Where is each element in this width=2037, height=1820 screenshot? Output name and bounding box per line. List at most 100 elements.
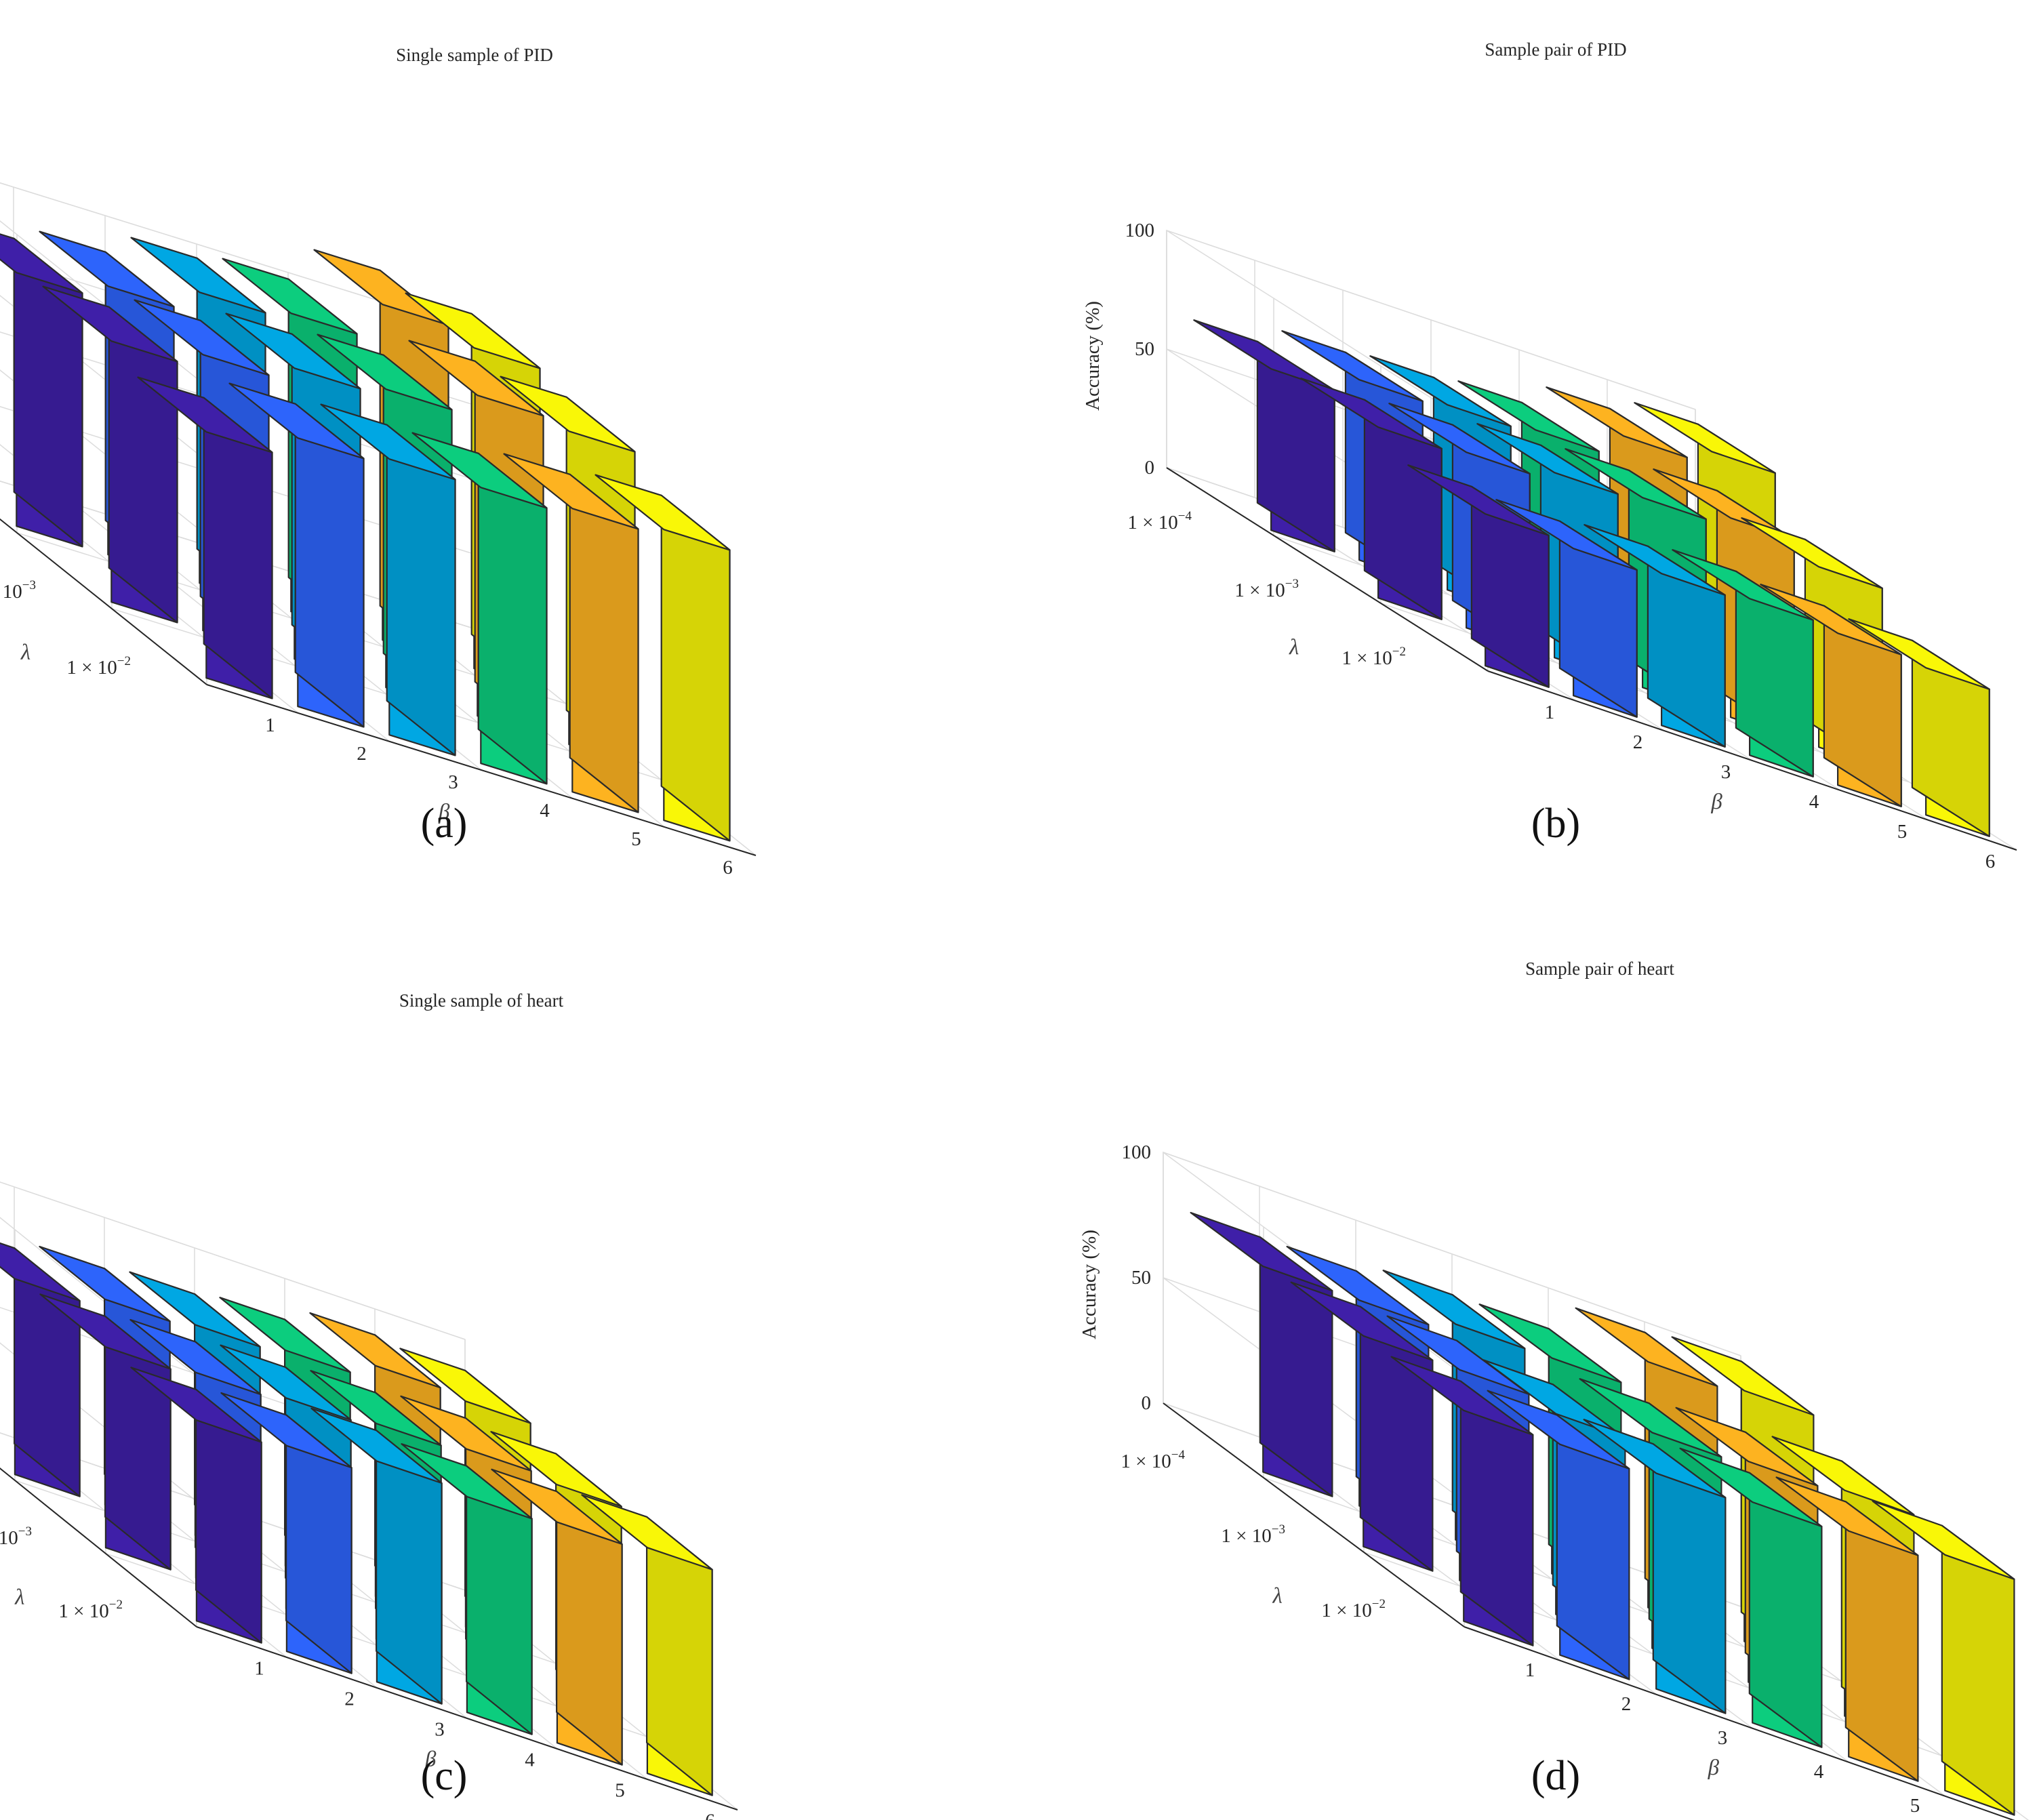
panel-caption: (d) [1531,1753,1580,1799]
bar-beta3-lambda3 [320,403,456,756]
bar-beta5-lambda3 [491,1468,623,1766]
lambda-tick-label: 1 × 10−3 [1234,577,1299,601]
lambda-axis-label: λ [14,1585,24,1610]
beta-tick-label: 6 [1985,851,1996,872]
bars [1193,319,1990,837]
lambda-tick-label: 1 × 10−4 [1127,509,1192,533]
bar-beta5-lambda3 [1760,584,1902,807]
beta-tick-label: 1 [1525,1659,1535,1681]
beta-tick-label: 2 [344,1688,355,1710]
bar-beta4-lambda3 [1679,1447,1823,1748]
beta-tick-label: 4 [525,1750,535,1771]
bar-beta3-lambda3 [310,1407,443,1705]
beta-tick-label: 1 [1545,702,1555,723]
bar-beta2-lambda3 [220,1392,352,1674]
bars [1190,1211,2015,1816]
bar-beta1-lambda3 [1390,1356,1534,1646]
chart-title: Single sample of heart [399,990,564,1011]
bar-beta1-lambda2 [42,285,178,624]
panel-caption: (a) [421,801,468,847]
bar-beta5-lambda3 [503,453,639,813]
lambda-axis-label: λ [20,640,31,664]
z-tick-label: 100 [1122,1141,1152,1163]
beta-axis-label: β [1708,1756,1720,1780]
chart-title: Sample pair of heart [1525,958,1674,979]
chart-title: Sample pair of PID [1485,39,1626,60]
bars [0,230,731,842]
beta-axis-label: β [1710,790,1722,814]
beta-tick-label: 6 [723,857,733,878]
beta-tick-label: 5 [615,1780,625,1802]
beta-tick-label: 3 [1718,1727,1728,1749]
bar-beta3-lambda3 [1583,1419,1727,1714]
beta-tick-label: 4 [540,800,550,822]
bar-beta2-lambda3 [228,382,365,728]
beta-tick-label: 3 [1721,761,1731,783]
z-tick-label: 0 [1145,457,1155,479]
beta-tick-label: 3 [448,771,458,793]
y-axis-label: Accuracy (%) [1078,1230,1100,1339]
beta-tick-label: 1 [265,714,275,736]
bar-beta1-lambda3 [130,1367,262,1644]
bar-beta2-lambda3 [1487,1390,1630,1680]
y-axis-label: Accuracy (%) [1082,301,1104,411]
z-tick-label: 50 [1131,1267,1151,1289]
lambda-tick-label: 1 × 10−3 [0,1524,32,1549]
lambda-tick-label: 1 × 10−4 [1121,1448,1185,1472]
beta-tick-label: 5 [1910,1795,1920,1817]
beta-axis [206,684,757,856]
bar-beta2-lambda3 [1495,499,1638,718]
lambda-axis [1163,1402,1465,1627]
beta-axis [196,1626,738,1811]
beta-tick-label: 5 [1897,821,1908,843]
beta-tick-label: 2 [1621,1693,1632,1715]
z-tick-label: 0 [1142,1392,1152,1414]
lambda-axis-label: λ [1289,635,1299,660]
lambda-tick-label: 1 × 10−3 [0,578,36,603]
z-tick-label: 100 [1125,220,1155,241]
bar-beta1-lambda3 [137,376,273,700]
z-tick-label: 50 [1135,338,1154,360]
beta-tick-label: 4 [1809,791,1819,813]
beta-tick-label: 3 [435,1719,445,1741]
beta-axis [1487,670,2017,851]
beta-tick-label: 6 [705,1811,715,1820]
beta-tick-label: 4 [1814,1761,1824,1783]
chart-panel-b: 0 50 100 Accuracy (%) 1 2 3 4 5 6 β 1 × 10−4 1 × 10−… [1082,39,2017,872]
panel-caption: (c) [421,1753,468,1799]
beta-axis [1464,1626,2015,1820]
bar-beta4-lambda3 [1672,549,1814,777]
bar-beta1-lambda1 [1190,1211,1333,1497]
bars [0,1242,713,1796]
panel-caption: (b) [1531,801,1580,847]
beta-tick-label: 1 [254,1658,264,1680]
lambda-axis [0,518,207,685]
bar-beta4-lambda3 [401,1443,533,1735]
bar-beta6-lambda3 [581,1494,713,1796]
bar-beta3-lambda3 [1584,524,1726,748]
beta-tick-label: 5 [631,828,641,850]
chart-title: Single sample of PID [396,45,553,65]
lambda-axis [1166,467,1489,672]
beta-axis-label: β [438,800,450,824]
bar-beta6-lambda3 [1848,618,1990,837]
lambda-tick-label: 1 × 10−2 [58,1598,123,1622]
lambda-axis [0,1467,197,1627]
beta-axis-label: β [424,1747,437,1771]
bar-beta6-lambda3 [594,474,731,842]
lambda-tick-label: 1 × 10−3 [1221,1522,1285,1547]
bar-beta1-lambda3 [1407,464,1550,688]
lambda-tick-label: 1 × 10−2 [1321,1597,1386,1621]
bar-beta4-lambda3 [411,432,548,785]
lambda-axis-label: λ [1272,1584,1282,1609]
bar-beta5-lambda3 [1775,1476,1919,1782]
beta-tick-label: 2 [357,743,367,765]
lambda-tick-label: 1 × 10−2 [1342,645,1406,669]
beta-tick-label: 2 [1633,731,1643,753]
bar-beta6-lambda3 [1872,1500,2015,1816]
lambda-tick-label: 1 × 10−2 [66,654,131,679]
